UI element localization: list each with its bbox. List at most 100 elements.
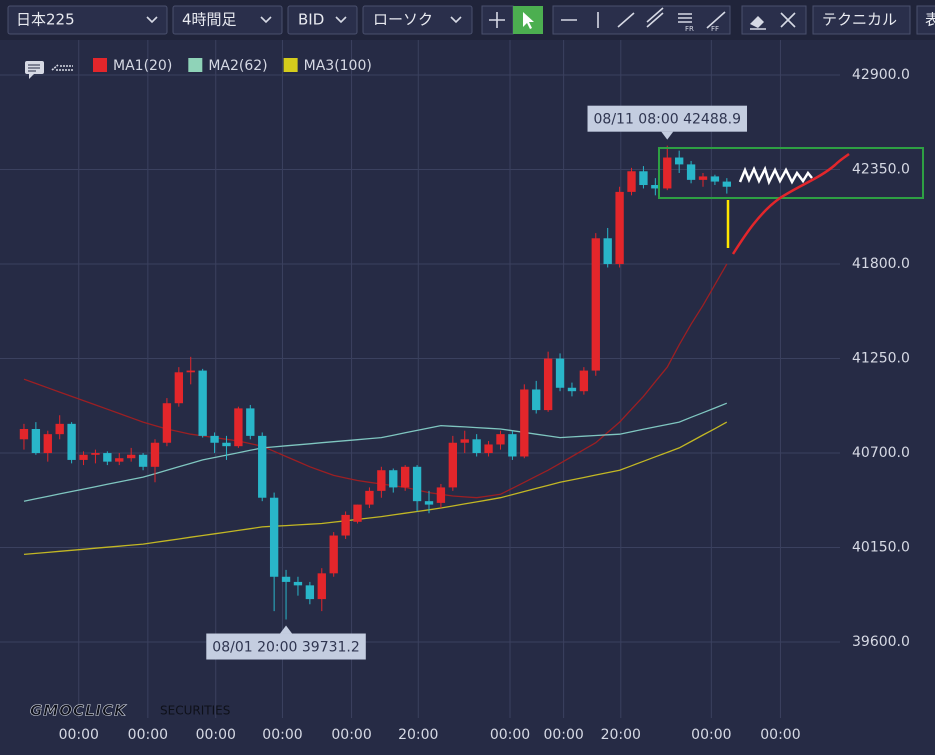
candle-body [222, 442, 231, 447]
logo: GMOCLICK SECURITIES [30, 701, 231, 720]
candle-body [115, 458, 124, 462]
candle-body [103, 453, 112, 462]
candle-body [675, 157, 684, 165]
legend-label: MA3(100) [304, 58, 372, 74]
tooltip-text: 08/01 20:00 39731.2 [212, 640, 359, 656]
candle-body [460, 439, 469, 443]
x-tick-label: 00:00 [59, 727, 99, 743]
timeframe-select[interactable]: 4時間足 [172, 5, 283, 35]
x-tick-label: 00:00 [490, 727, 530, 743]
tooltip-box [206, 633, 366, 660]
x-tick-label: 00:00 [262, 727, 302, 743]
candle-body [91, 453, 100, 455]
candle-body [555, 358, 565, 388]
symbol-select[interactable]: 日本225 [7, 5, 168, 35]
ma-line [23, 402, 728, 502]
candle-body [210, 435, 219, 443]
tooltip-box [587, 105, 748, 132]
candle-body [234, 408, 243, 447]
candle-body [603, 238, 612, 265]
y-tick-label: 42350.0 [852, 162, 910, 178]
y-tick-label: 40150.0 [852, 540, 910, 556]
drawn-scribble [738, 165, 813, 186]
candle-body [436, 487, 446, 503]
y-tick-label: 40700.0 [852, 445, 910, 461]
candle-body [472, 439, 481, 454]
candle-body [377, 470, 386, 491]
x-tick-label: 00:00 [196, 727, 236, 743]
legend-label: MA1(20) [113, 58, 172, 74]
y-tick-label: 42900.0 [852, 67, 910, 83]
candle-body [150, 442, 160, 467]
x-tick-label: 20:00 [398, 727, 438, 743]
candle-body [305, 585, 315, 600]
candle-body [55, 423, 64, 435]
candle-body [281, 576, 291, 582]
candle-body [67, 423, 76, 460]
cut-label: 表 [925, 11, 935, 29]
candle-body [365, 490, 374, 505]
eraser-tools[interactable] [741, 5, 807, 35]
candle-body [269, 497, 279, 577]
line-tools[interactable]: FR FF [552, 5, 731, 35]
y-tick-label: 39600.0 [852, 634, 910, 650]
drawn-line-red [731, 152, 850, 255]
candle-body [389, 470, 398, 488]
legend-icons [25, 61, 73, 79]
candle-body [341, 514, 350, 536]
tooltip-text: 08/11 08:00 42488.9 [594, 112, 742, 128]
price-type: BID [298, 11, 324, 29]
x-tick-label: 00:00 [128, 727, 168, 743]
candle-body [317, 573, 326, 600]
highlight-box [658, 147, 924, 199]
candle-body [579, 370, 589, 392]
candle-body [710, 176, 720, 182]
candle-body [43, 434, 52, 454]
candle-body [543, 358, 553, 411]
crosshair-button[interactable] [481, 5, 514, 35]
candle-body [448, 442, 457, 488]
logo-suffix: SECURITIES [160, 704, 230, 718]
candle-body [138, 454, 148, 467]
tooltip-pointer [661, 131, 674, 140]
candle-body [246, 408, 255, 436]
chart-style-select[interactable]: ローソク [362, 5, 473, 35]
candle-body [186, 370, 195, 373]
x-tick-label: 00:00 [760, 727, 800, 743]
cursor-button[interactable] [513, 6, 543, 34]
legend: MA1(20) MA2(62) MA3(100) [93, 58, 372, 74]
cut-button[interactable]: 表 [916, 5, 935, 35]
legend-swatch [188, 58, 203, 72]
x-tick-label: 00:00 [691, 727, 731, 743]
candle-body [162, 403, 172, 443]
price-type-select[interactable]: BID [287, 5, 358, 35]
candle-body [532, 389, 541, 411]
logo-brand: GMOCLICK [30, 702, 127, 720]
ma-line [23, 421, 728, 556]
technical-button[interactable]: テクニカル [812, 5, 911, 35]
candle-body [174, 372, 183, 404]
candle-body [258, 435, 267, 498]
candle-body [508, 434, 517, 457]
ma-line [23, 263, 728, 499]
candle-body [19, 428, 29, 440]
chart-style: ローソク [373, 11, 433, 29]
candle-body [79, 454, 88, 460]
price-tooltip: 08/01 20:00 39731.2 [206, 625, 366, 660]
candle-body [496, 434, 505, 445]
y-tick-label: 41800.0 [852, 256, 910, 272]
candle-body [663, 157, 672, 189]
tooltip-pointer [280, 625, 293, 634]
candle-body [698, 176, 708, 180]
y-tick-label: 41250.0 [852, 351, 910, 367]
timeframe: 4時間足 [182, 11, 237, 29]
candle-body [412, 466, 422, 502]
candle-body [615, 191, 624, 265]
legend-label: MA2(62) [208, 58, 267, 74]
candle-body [293, 581, 303, 586]
x-tick-label: 20:00 [601, 727, 641, 743]
candle-body [198, 370, 207, 436]
